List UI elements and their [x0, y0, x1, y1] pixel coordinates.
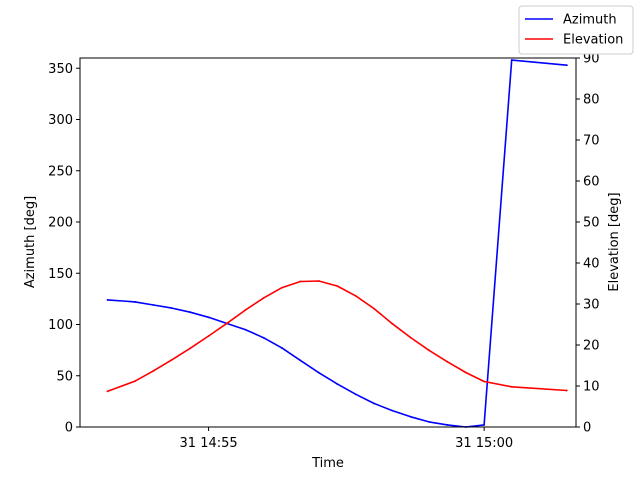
data-point-azimuth: [428, 420, 430, 423]
right-axis-tick-label: 90: [583, 52, 600, 67]
data-point-azimuth: [373, 402, 375, 405]
legend-label-elevation: Elevation: [563, 33, 623, 48]
data-point-elevation: [354, 294, 357, 297]
data-point-elevation: [409, 336, 412, 339]
legend: Azimuth Elevation: [518, 5, 634, 55]
left-axis-tick-label: 350: [48, 62, 73, 77]
data-point-azimuth: [317, 371, 320, 374]
data-point-elevation: [391, 322, 394, 325]
plot-frame: [79, 57, 577, 428]
data-point-elevation: [226, 322, 228, 325]
x-axis: 31 14:55 31 15:00: [180, 427, 513, 451]
data-point-elevation: [565, 389, 568, 392]
data-point-elevation: [170, 358, 173, 361]
series-line-azimuth: [106, 59, 568, 428]
right-axis-tick-label: 10: [583, 380, 600, 395]
data-point-azimuth: [170, 307, 173, 309]
data-point-azimuth: [189, 311, 192, 314]
left-axis-tick-label: 150: [48, 267, 73, 282]
data-point-elevation: [134, 380, 137, 382]
left-axis-tick-label: 250: [48, 164, 73, 179]
data-point-azimuth: [262, 336, 265, 339]
right-axis-tick-label: 60: [583, 175, 600, 190]
legend-box: [518, 5, 634, 55]
left-axis: 0 50 100 150 200 250 300 350: [48, 62, 80, 436]
data-point-elevation: [106, 390, 109, 393]
data-point-elevation: [299, 280, 302, 283]
right-axis-tick-label: 70: [583, 134, 600, 149]
right-axis-label: Elevation [deg]: [607, 192, 622, 291]
data-point-azimuth: [483, 424, 486, 426]
data-point-elevation: [373, 307, 375, 310]
right-axis-tick-label: 30: [583, 298, 600, 313]
data-point-azimuth: [446, 424, 449, 426]
x-axis-label: Time: [311, 456, 344, 471]
data-point-azimuth: [299, 359, 302, 362]
x-axis-tick-label: 31 15:00: [455, 436, 513, 451]
data-point-elevation: [464, 371, 467, 374]
left-axis-tick-label: 300: [48, 113, 73, 128]
data-point-elevation: [281, 286, 283, 289]
data-point-elevation: [446, 360, 449, 363]
data-point-elevation: [483, 380, 486, 383]
right-axis-tick-label: 50: [583, 216, 600, 231]
data-point-azimuth: [354, 393, 357, 396]
data-point-elevation: [189, 347, 192, 350]
data-point-azimuth: [391, 409, 394, 412]
data-point-azimuth: [336, 383, 339, 385]
right-axis-tick-label: 20: [583, 339, 600, 354]
data-point-elevation: [428, 349, 430, 352]
data-point-azimuth: [510, 59, 513, 61]
right-axis-tick-label: 80: [583, 93, 600, 108]
left-axis-tick-label: 200: [48, 216, 73, 231]
data-point-elevation: [244, 309, 247, 312]
data-point-azimuth: [409, 415, 412, 418]
data-point-azimuth: [134, 301, 137, 303]
data-point-azimuth: [106, 299, 109, 301]
right-axis-tick-label: 40: [583, 257, 600, 272]
series-layer: [106, 59, 568, 428]
data-point-azimuth: [207, 316, 210, 319]
data-point-azimuth: [281, 347, 283, 349]
series-line-elevation: [106, 280, 568, 393]
data-point-azimuth: [565, 64, 568, 67]
data-point-elevation: [207, 335, 210, 337]
x-axis-tick-label: 31 14:55: [180, 436, 238, 451]
data-point-elevation: [317, 280, 320, 282]
data-point-azimuth: [244, 328, 247, 331]
right-axis-tick-label: 0: [583, 421, 591, 436]
left-axis-tick-label: 50: [56, 369, 73, 384]
data-point-elevation: [262, 296, 265, 299]
legend-label-azimuth: Azimuth: [563, 13, 617, 28]
data-point-azimuth: [152, 304, 155, 306]
data-point-elevation: [336, 285, 339, 287]
right-axis: 0 10 20 30 40 50 60 70 80 90: [576, 52, 600, 436]
data-point-elevation: [152, 369, 155, 372]
left-axis-label: Azimuth [deg]: [23, 196, 38, 288]
data-point-elevation: [510, 385, 513, 388]
left-axis-tick-label: 0: [65, 421, 73, 436]
left-axis-tick-label: 100: [48, 318, 73, 333]
